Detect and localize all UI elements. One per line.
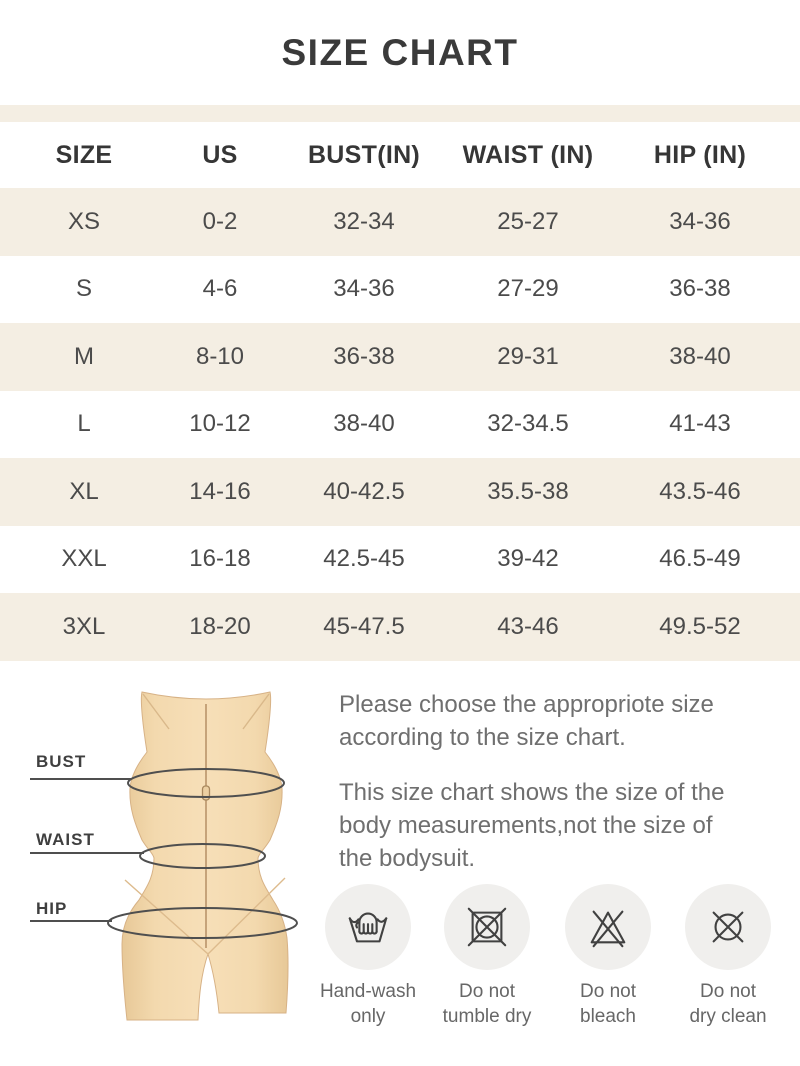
table-row: S 4-6 34-36 27-29 36-38 [0, 256, 800, 324]
us-cell: 4-6 [202, 275, 238, 303]
bust-cell: 40-42.5 [323, 477, 405, 505]
measurement-label-hip: HIP [36, 899, 68, 918]
bottom-section: BUST WAIST HIP Please choose the appropr… [0, 662, 800, 1066]
waist-cell: 27-29 [497, 275, 559, 303]
bust-cell: 42.5-45 [323, 545, 405, 573]
care-icon-circle [444, 884, 530, 970]
care-label: Do not dry clean [658, 979, 798, 1029]
column-header-us: US [202, 140, 238, 169]
care-label-line: tumble dry [442, 1006, 532, 1027]
column-header-size: SIZE [55, 140, 113, 169]
waist-cell: 39-42 [497, 545, 559, 573]
hip-cell: 41-43 [669, 410, 731, 438]
waist-cell: 29-31 [497, 342, 559, 370]
bodysuit-silhouette [121, 691, 289, 1021]
care-label: Hand-wash only [298, 979, 438, 1029]
do-not-tumble-dry-icon [467, 907, 507, 947]
care-icon-circle [685, 884, 771, 970]
hip-cell: 36-38 [669, 275, 731, 303]
table-row: XXL 16-18 42.5-45 39-42 46.5-49 [0, 526, 800, 594]
waist-cell: 35.5-38 [487, 477, 569, 505]
measurement-label-waist: WAIST [36, 830, 95, 849]
panty-seam [124, 877, 286, 955]
care-item-do-not-bleach: Do not bleach [538, 884, 678, 1029]
chest-seam-left [142, 693, 170, 730]
care-label-line: bleach [580, 1006, 636, 1027]
care-label-line: dry clean [689, 1006, 767, 1027]
care-label-line: Do not [700, 981, 756, 1002]
care-item-hand-wash: Hand-wash only [298, 884, 438, 1029]
note-line: according to the size chart. [339, 724, 626, 751]
page-title: SIZE CHART [281, 32, 519, 73]
care-item-do-not-tumble-dry: Do not tumble dry [417, 884, 557, 1029]
hip-cell: 34-36 [669, 207, 731, 235]
waist-measure-ellipse [139, 843, 266, 869]
table-row: 3XL 18-20 45-47.5 43-46 49.5-52 [0, 593, 800, 661]
table-row: L 10-12 38-40 32-34.5 41-43 [0, 391, 800, 459]
care-label-line: Do not [580, 981, 636, 1002]
hip-cell: 49.5-52 [659, 612, 741, 640]
bust-cell: 45-47.5 [323, 612, 405, 640]
care-item-do-not-dry-clean: Do not dry clean [658, 884, 798, 1029]
care-icon-circle [565, 884, 651, 970]
us-cell: 10-12 [189, 410, 251, 438]
waist-cell: 43-46 [497, 612, 559, 640]
waist-cell: 25-27 [497, 207, 559, 235]
chest-seam-right [242, 693, 270, 730]
bust-cell: 38-40 [333, 410, 395, 438]
size-note-choose: Please choose the appropriote size accor… [339, 688, 714, 754]
size-cell: XS [67, 207, 100, 235]
table-row: XL 14-16 40-42.5 35.5-38 43.5-46 [0, 458, 800, 526]
size-note-body-measurements: This size chart shows the size of the bo… [339, 776, 725, 875]
note-line: the bodysuit. [339, 845, 476, 872]
table-header-row: SIZE US BUST(IN) WAIST (IN) HIP (IN) [0, 122, 800, 188]
column-header-hip: HIP (IN) [653, 140, 747, 169]
note-line: Please choose the appropriote size [339, 691, 714, 718]
size-cell: 3XL [62, 612, 106, 640]
do-not-bleach-icon [590, 910, 626, 948]
care-label-line: Do not [459, 981, 515, 1002]
table-row: M 8-10 36-38 29-31 38-40 [0, 323, 800, 391]
note-line: body measurements,not the size of [339, 812, 713, 839]
bust-measure-ellipse [127, 768, 285, 798]
us-cell: 18-20 [189, 612, 251, 640]
column-header-bust: BUST(IN) [307, 140, 421, 169]
bust-cell: 36-38 [333, 342, 395, 370]
care-label-line: only [350, 1006, 386, 1027]
us-cell: 8-10 [195, 342, 245, 370]
size-cell: M [74, 342, 94, 370]
care-label: Do not bleach [538, 979, 678, 1029]
care-label: Do not tumble dry [417, 979, 557, 1029]
hip-cell: 43.5-46 [659, 477, 741, 505]
decorative-band [0, 105, 800, 122]
note-line: This size chart shows the size of the [339, 779, 725, 806]
us-cell: 14-16 [189, 477, 251, 505]
do-not-dry-clean-icon [712, 911, 744, 943]
size-table: SIZE US BUST(IN) WAIST (IN) HIP (IN) XS … [0, 105, 800, 661]
bust-cell: 32-34 [333, 207, 395, 235]
measurement-label-bust: BUST [36, 752, 87, 771]
hip-cell: 38-40 [669, 342, 731, 370]
care-label-line: Hand-wash [319, 981, 417, 1002]
size-cell: L [77, 410, 91, 438]
care-icon-circle [325, 884, 411, 970]
us-cell: 16-18 [189, 545, 251, 573]
size-cell: XL [69, 477, 99, 505]
us-cell: 0-2 [202, 207, 238, 235]
hip-measure-ellipse [107, 907, 298, 939]
bust-cell: 34-36 [333, 275, 395, 303]
hand-wash-icon [348, 912, 388, 943]
hip-cell: 46.5-49 [659, 545, 741, 573]
column-header-waist: WAIST (IN) [462, 140, 594, 169]
bodysuit-figure [30, 691, 298, 1021]
size-cell: S [75, 275, 92, 303]
size-cell: XXL [61, 545, 107, 573]
waist-cell: 32-34.5 [487, 410, 569, 438]
table-row: XS 0-2 32-34 25-27 34-36 [0, 188, 800, 256]
